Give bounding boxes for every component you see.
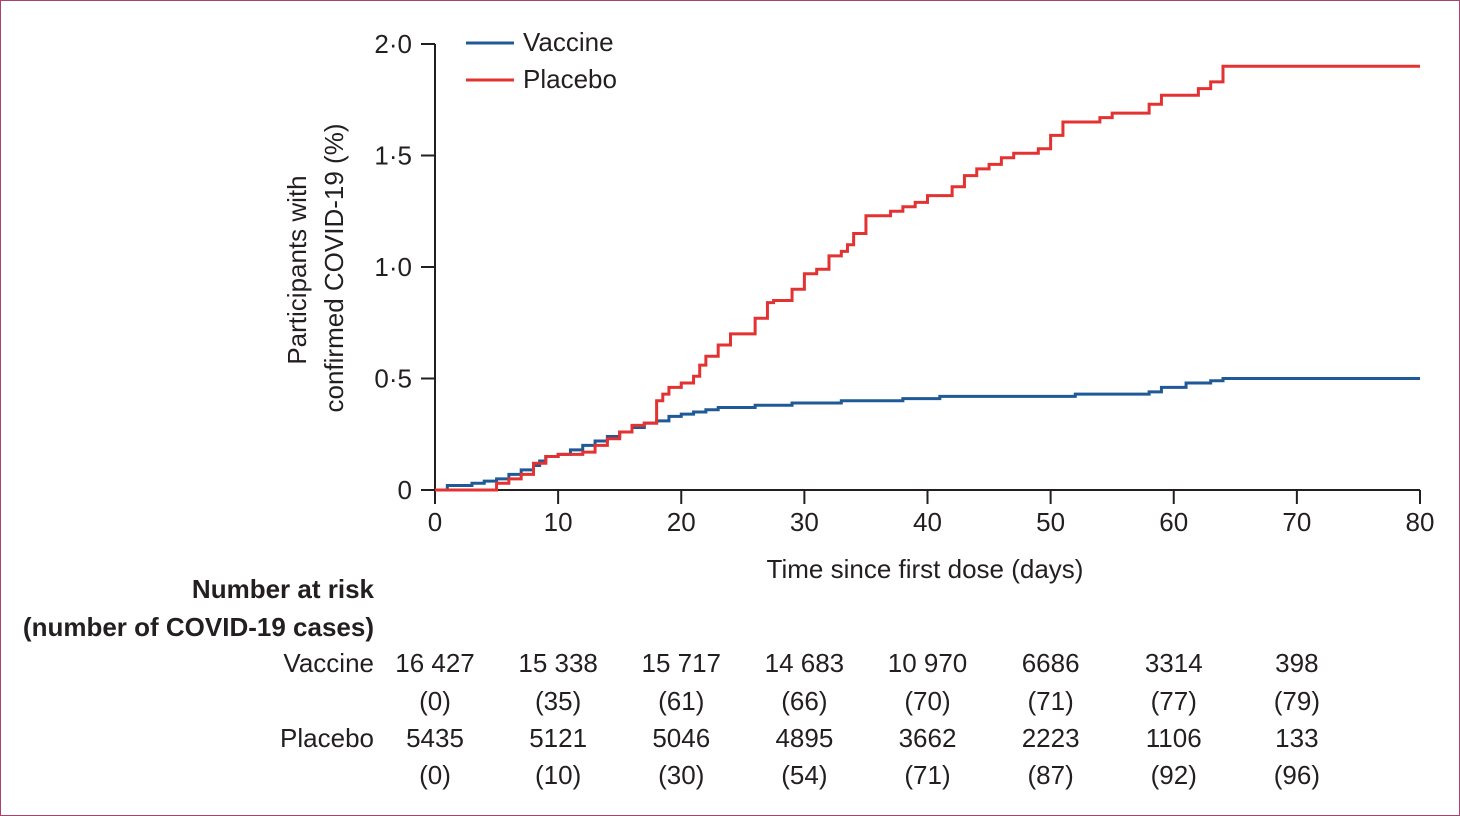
y-tick-label: 0	[398, 475, 412, 505]
risk-row-label-placebo: Placebo	[280, 723, 374, 753]
risk-at-risk-placebo: 5435	[406, 723, 464, 753]
x-ticks: 0 10 20 30 40 50 60 70 80	[428, 490, 1435, 537]
risk-cases-placebo: (0)	[419, 760, 451, 790]
risk-at-risk-placebo: 4895	[775, 723, 833, 753]
risk-cases-placebo: (10)	[535, 760, 581, 790]
x-tick-label: 70	[1282, 507, 1311, 537]
y-ticks: 0 0·5 1·0 1·5 2·0	[374, 29, 435, 505]
x-axis-label: Time since first dose (days)	[767, 554, 1084, 584]
risk-at-risk-vaccine: 398	[1275, 648, 1318, 678]
risk-table-title-line-2: (number of COVID-19 cases)	[23, 612, 374, 642]
risk-cases-placebo: (54)	[781, 760, 827, 790]
series-line-vaccine	[435, 377, 1420, 492]
risk-cases-vaccine: (35)	[535, 686, 581, 716]
risk-cases-placebo: (92)	[1151, 760, 1197, 790]
risk-cases-vaccine: (66)	[781, 686, 827, 716]
risk-at-risk-placebo: 5046	[652, 723, 710, 753]
x-tick-label: 40	[913, 507, 942, 537]
risk-cases-vaccine: (0)	[419, 686, 451, 716]
risk-table-cells: 16 427 (0) 15 338 (35) 15 717 (61) 14 683 (66) 1…	[395, 648, 1320, 790]
x-tick-label: 0	[428, 507, 442, 537]
risk-row-label-vaccine: Vaccine	[283, 648, 374, 678]
risk-at-risk-vaccine: 3314	[1145, 648, 1203, 678]
risk-at-risk-vaccine: 10 970	[888, 648, 968, 678]
risk-cases-placebo: (30)	[658, 760, 704, 790]
legend-label-vaccine: Vaccine	[523, 27, 614, 57]
risk-at-risk-vaccine: 15 338	[518, 648, 598, 678]
legend-label-placebo: Placebo	[523, 64, 617, 94]
risk-at-risk-vaccine: 15 717	[641, 648, 721, 678]
risk-cases-vaccine: (61)	[658, 686, 704, 716]
risk-at-risk-vaccine: 14 683	[765, 648, 845, 678]
risk-table: Number at risk (number of COVID-19 cases…	[23, 574, 1320, 790]
y-tick-label: 1·0	[374, 252, 412, 282]
risk-at-risk-placebo: 5121	[529, 723, 587, 753]
axes: 0 0·5 1·0 1·5 2·0 0 10 20 30 40 50 60 70 80	[374, 29, 1434, 537]
risk-cases-placebo: (87)	[1028, 760, 1074, 790]
risk-at-risk-vaccine: 6686	[1022, 648, 1080, 678]
risk-at-risk-placebo: 133	[1275, 723, 1318, 753]
legend: Vaccine Placebo	[466, 27, 617, 94]
x-tick-label: 10	[544, 507, 573, 537]
risk-at-risk-placebo: 1106	[1146, 723, 1202, 753]
risk-at-risk-vaccine: 16 427	[395, 648, 475, 678]
y-tick-label: 0·5	[374, 364, 412, 394]
series-lines	[435, 64, 1420, 492]
y-tick-label: 2·0	[374, 29, 412, 59]
x-tick-label: 50	[1036, 507, 1065, 537]
y-axis-label-line-1: Participants with	[282, 175, 312, 364]
risk-cases-vaccine: (71)	[1028, 686, 1074, 716]
x-tick-label: 20	[667, 507, 696, 537]
risk-table-title-line-1: Number at risk	[192, 574, 375, 604]
risk-at-risk-placebo: 3662	[899, 723, 957, 753]
risk-cases-vaccine: (70)	[904, 686, 950, 716]
risk-cases-vaccine: (77)	[1151, 686, 1197, 716]
risk-cases-placebo: (71)	[904, 760, 950, 790]
x-tick-label: 60	[1159, 507, 1188, 537]
risk-cases-placebo: (96)	[1274, 760, 1320, 790]
x-tick-label: 80	[1406, 507, 1435, 537]
risk-at-risk-placebo: 2223	[1022, 723, 1080, 753]
x-tick-label: 30	[790, 507, 819, 537]
y-axis-label-line-2: confirmed COVID-19 (%)	[319, 124, 349, 413]
y-tick-label: 1·5	[374, 141, 412, 171]
risk-cases-vaccine: (79)	[1274, 686, 1320, 716]
series-line-placebo	[435, 64, 1420, 492]
